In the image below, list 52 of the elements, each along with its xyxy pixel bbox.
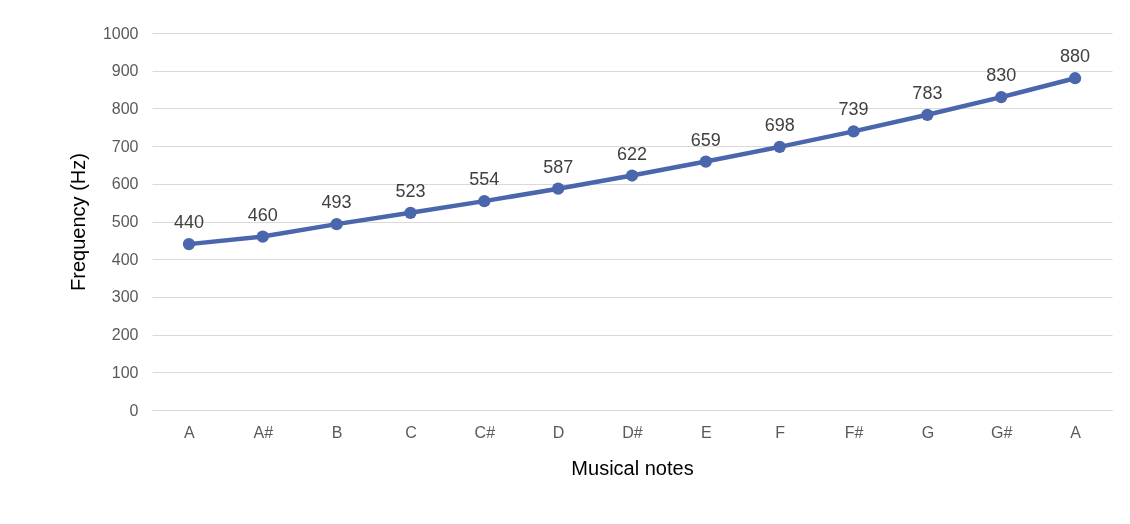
x-tick-label: D [552,423,565,441]
data-label: 460 [247,204,278,225]
data-label: 783 [912,82,943,103]
y-tick-label: 1000 [102,24,139,42]
y-tick-label: 900 [111,62,139,80]
data-label: 698 [764,114,795,135]
data-label: 659 [690,129,721,150]
x-tick-label: G [921,423,935,441]
data-label: 739 [838,99,869,120]
x-tick-label: A [1070,423,1082,441]
x-tick-label: G# [991,423,1013,441]
y-tick-label: 600 [111,175,139,193]
point [995,90,1008,104]
point [552,182,565,195]
y-tick-label: 400 [111,250,139,268]
data-label: 440 [173,212,204,233]
y-axis-title: Frequency (Hz) [66,153,89,291]
y-tick-label: 500 [111,213,139,230]
data-label: 880 [1060,46,1091,67]
data-label: 622 [616,143,648,164]
y-tick-label: 800 [111,99,139,117]
point [330,218,343,231]
y-tick-label: 300 [111,288,139,306]
data-label: 493 [321,192,352,213]
point [773,140,786,153]
point [699,155,712,168]
x-tick-label: D# [622,423,643,441]
y-tick-label: 0 [129,401,139,419]
x-tick-label: B [331,423,343,441]
point [256,230,269,243]
y-tick-label: 700 [111,137,139,155]
point [404,206,417,219]
x-tick-label: C [405,423,417,441]
x-axis-title: Musical notes [571,456,694,479]
point [847,125,860,138]
point [921,108,934,121]
x-tick-label: F [775,423,786,441]
x-tick-label: A# [253,423,274,441]
point [625,169,639,182]
data-label: 554 [469,169,500,190]
point [478,195,491,208]
data-label: 587 [543,156,574,177]
x-tick-label: E [701,423,712,441]
y-tick-label: 200 [111,326,139,344]
x-tick-label: C# [474,423,496,441]
y-tick-label: 100 [111,363,139,381]
data-label: 523 [395,180,426,201]
data-label: 830 [986,65,1017,86]
x-tick-label: F# [844,423,864,441]
point [182,238,196,251]
point [1068,72,1082,85]
x-tick-label: A [184,423,196,441]
